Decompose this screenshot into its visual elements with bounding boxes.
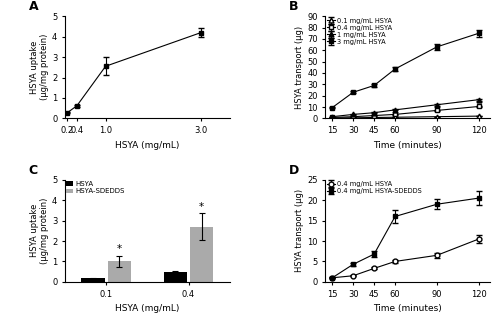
Legend: 0.1 mg/mL HSYA, 0.4 mg/mL HSYA, 1 mg/mL HSYA, 3 mg/mL HSYA: 0.1 mg/mL HSYA, 0.4 mg/mL HSYA, 1 mg/mL … bbox=[326, 17, 392, 44]
Text: C: C bbox=[29, 164, 38, 177]
X-axis label: HSYA (mg/mL): HSYA (mg/mL) bbox=[115, 141, 180, 150]
Bar bbox=[82, 278, 104, 282]
Legend: 0.4 mg/mL HSYA, 0.4 mg/mL HSYA-SDEDDS: 0.4 mg/mL HSYA, 0.4 mg/mL HSYA-SDEDDS bbox=[326, 181, 422, 194]
Y-axis label: HSYA uptake
(μg/mg protein): HSYA uptake (μg/mg protein) bbox=[30, 34, 49, 100]
X-axis label: HSYA (mg/mL): HSYA (mg/mL) bbox=[115, 304, 180, 313]
Bar bbox=[164, 272, 187, 282]
Bar bbox=[108, 261, 131, 282]
Bar bbox=[190, 227, 214, 282]
X-axis label: Time (minutes): Time (minutes) bbox=[374, 141, 442, 150]
Y-axis label: HSYA transport (μg): HSYA transport (μg) bbox=[296, 189, 304, 272]
Text: *: * bbox=[199, 202, 204, 212]
Text: A: A bbox=[29, 0, 38, 13]
Y-axis label: HSYA uptake
(μg/mg protein): HSYA uptake (μg/mg protein) bbox=[30, 198, 49, 264]
Text: B: B bbox=[289, 0, 298, 13]
Text: *: * bbox=[117, 244, 122, 254]
Y-axis label: HSYA transport (μg): HSYA transport (μg) bbox=[295, 26, 304, 109]
Text: D: D bbox=[289, 164, 300, 177]
X-axis label: Time (minutes): Time (minutes) bbox=[374, 304, 442, 313]
Legend: HSYA, HSYA-SDEDDS: HSYA, HSYA-SDEDDS bbox=[66, 181, 125, 194]
